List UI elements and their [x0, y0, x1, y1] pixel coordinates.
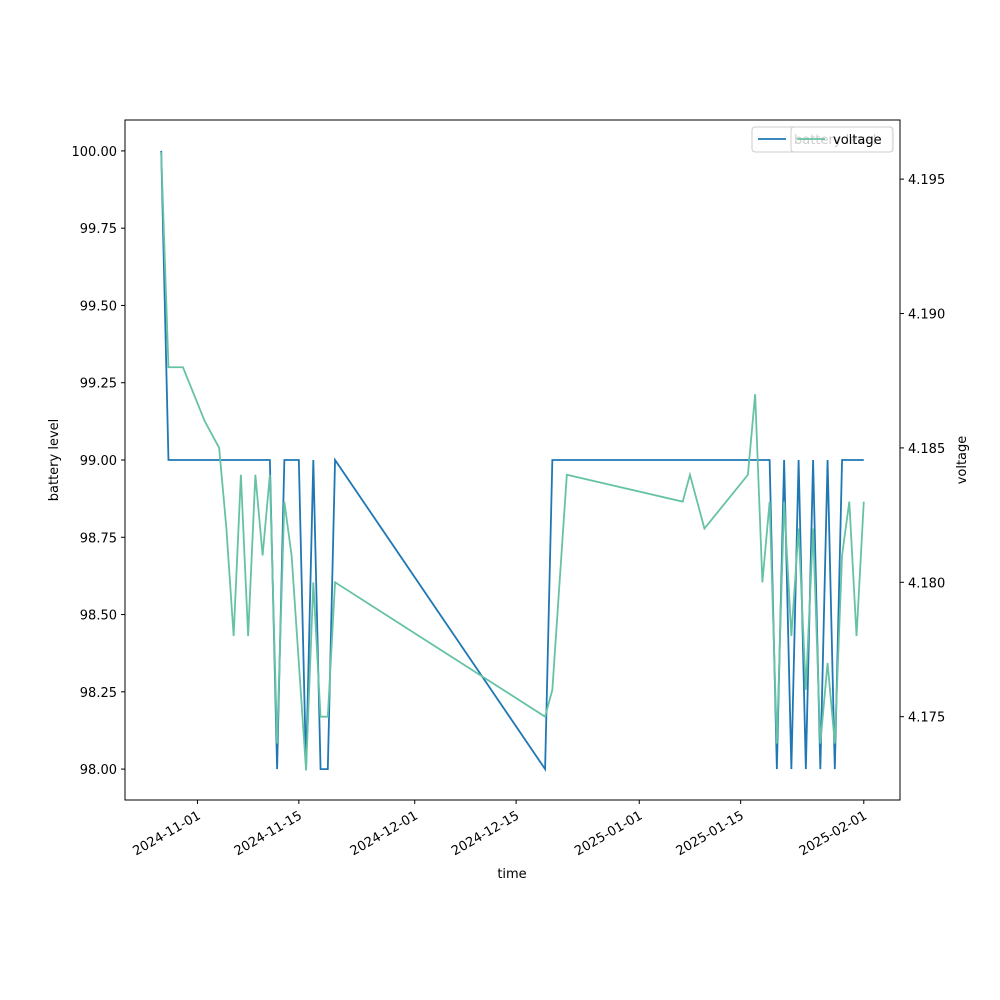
y-tick-label: 99.75	[80, 222, 117, 237]
y-tick-label: 98.00	[80, 763, 117, 778]
y-tick-label: 99.00	[80, 454, 117, 469]
y-tick-label: 98.25	[80, 686, 117, 701]
plot-frame	[124, 119, 901, 801]
y-tick-label: 100.00	[72, 145, 118, 160]
y-axis-label: battery level	[47, 419, 62, 502]
y-tick-label: 99.50	[80, 299, 117, 314]
y2-tick-label: 4.195	[908, 173, 945, 188]
y2-tick-label: 4.190	[908, 308, 945, 323]
x-axis-label: time	[497, 867, 526, 882]
y2-axis-label: voltage	[955, 436, 970, 485]
series-line	[160, 152, 865, 771]
y-tick-label: 98.50	[80, 609, 117, 624]
y2-tick-label: 4.185	[908, 442, 945, 457]
legend: voltage	[790, 126, 894, 153]
y-tick-label: 98.75	[80, 531, 117, 546]
legend-box	[790, 126, 894, 153]
y-tick-label: 99.25	[80, 377, 117, 392]
y2-tick-label: 4.180	[908, 576, 945, 591]
y2-tick-label: 4.175	[908, 711, 945, 726]
legend-label: voltage	[833, 133, 882, 148]
series-line	[160, 150, 864, 772]
